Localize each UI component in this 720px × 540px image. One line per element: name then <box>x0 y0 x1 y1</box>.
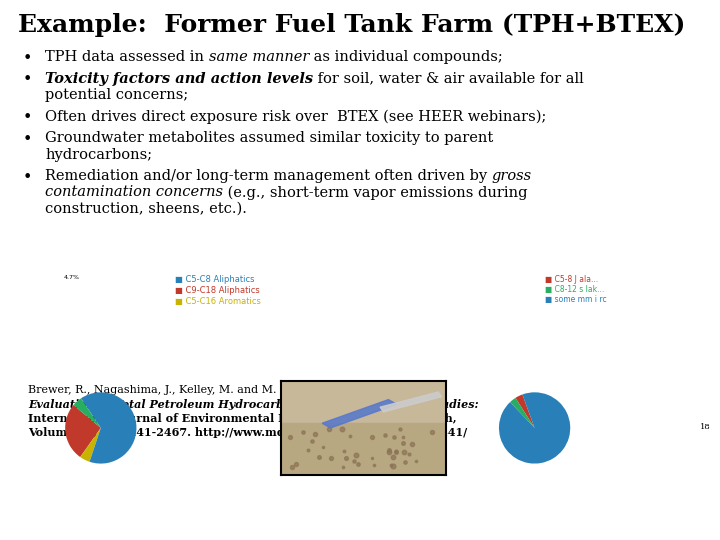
Text: as individual compounds;: as individual compounds; <box>309 50 503 64</box>
Text: 26.3%: 26.3% <box>38 300 58 305</box>
Text: potential concerns;: potential concerns; <box>45 88 188 102</box>
Text: •: • <box>23 169 32 186</box>
Text: hydrocarbons;: hydrocarbons; <box>45 147 152 161</box>
Text: Toxicity factors and action levels: Toxicity factors and action levels <box>45 71 313 85</box>
Polygon shape <box>380 392 441 412</box>
Text: ■ some mm i rc: ■ some mm i rc <box>545 295 607 304</box>
Text: for soil, water & air available for all: for soil, water & air available for all <box>313 71 584 85</box>
Text: ■ C5-C16 Aromatics: ■ C5-C16 Aromatics <box>175 297 261 306</box>
Text: 18: 18 <box>700 423 711 431</box>
Text: International Journal of Environmental Research and Public Health,: International Journal of Environmental R… <box>28 413 456 424</box>
Text: Remediation and/or long-term management often driven by: Remediation and/or long-term management … <box>45 169 492 183</box>
Text: •: • <box>23 50 32 67</box>
Text: Example:  Former Fuel Tank Farm (TPH+BTEX): Example: Former Fuel Tank Farm (TPH+BTEX… <box>18 13 685 37</box>
Wedge shape <box>499 392 570 463</box>
Text: Volume 10, pp 2441-2467. http://www.mdpi.com/1660-4601/10/6/2441/: Volume 10, pp 2441-2467. http://www.mdpi… <box>28 427 467 438</box>
Text: Groundwater metabolites assumed similar toxicity to parent: Groundwater metabolites assumed similar … <box>45 131 493 145</box>
Wedge shape <box>80 428 101 462</box>
Polygon shape <box>323 400 397 428</box>
Text: ■ C5-C8 Aliphatics: ■ C5-C8 Aliphatics <box>175 275 254 284</box>
Wedge shape <box>516 394 534 428</box>
Wedge shape <box>66 405 101 457</box>
Text: TPH data assessed in: TPH data assessed in <box>45 50 209 64</box>
Text: •: • <box>23 71 32 89</box>
Text: ■ C5-8 J ala...: ■ C5-8 J ala... <box>545 275 598 284</box>
Wedge shape <box>73 399 101 428</box>
Text: contamination concerns: contamination concerns <box>45 186 223 199</box>
Text: (e.g., short‑term vapor emissions during: (e.g., short‑term vapor emissions during <box>223 186 528 200</box>
Bar <box>281 423 446 475</box>
Wedge shape <box>81 393 136 463</box>
Text: construction, sheens, etc.).: construction, sheens, etc.). <box>45 202 247 216</box>
Text: same manner: same manner <box>209 50 309 64</box>
Text: ■ C8-12 s lak...: ■ C8-12 s lak... <box>545 285 604 294</box>
Text: 64.5%: 64.5% <box>72 330 92 335</box>
Text: •: • <box>23 131 32 148</box>
Text: Brewer, R., Nagashima, J., Kelley, M. and M. Rigby, 2013,: Brewer, R., Nagashima, J., Kelley, M. an… <box>28 385 354 395</box>
Text: 4.7%: 4.7% <box>64 275 80 280</box>
Wedge shape <box>510 398 534 428</box>
Text: Evaluation of Total Petroleum Hydrocarbons in Vapor Intrusion Studies:: Evaluation of Total Petroleum Hydrocarbo… <box>28 399 479 410</box>
Text: Risk-Based: Risk-Based <box>354 385 423 396</box>
Text: ■ C9-C18 Aliphatics: ■ C9-C18 Aliphatics <box>175 286 260 295</box>
Text: gross: gross <box>492 169 532 183</box>
Text: •: • <box>23 110 32 126</box>
Text: Often drives direct exposure risk over  BTEX (see HEER webinars);: Often drives direct exposure risk over B… <box>45 110 546 124</box>
